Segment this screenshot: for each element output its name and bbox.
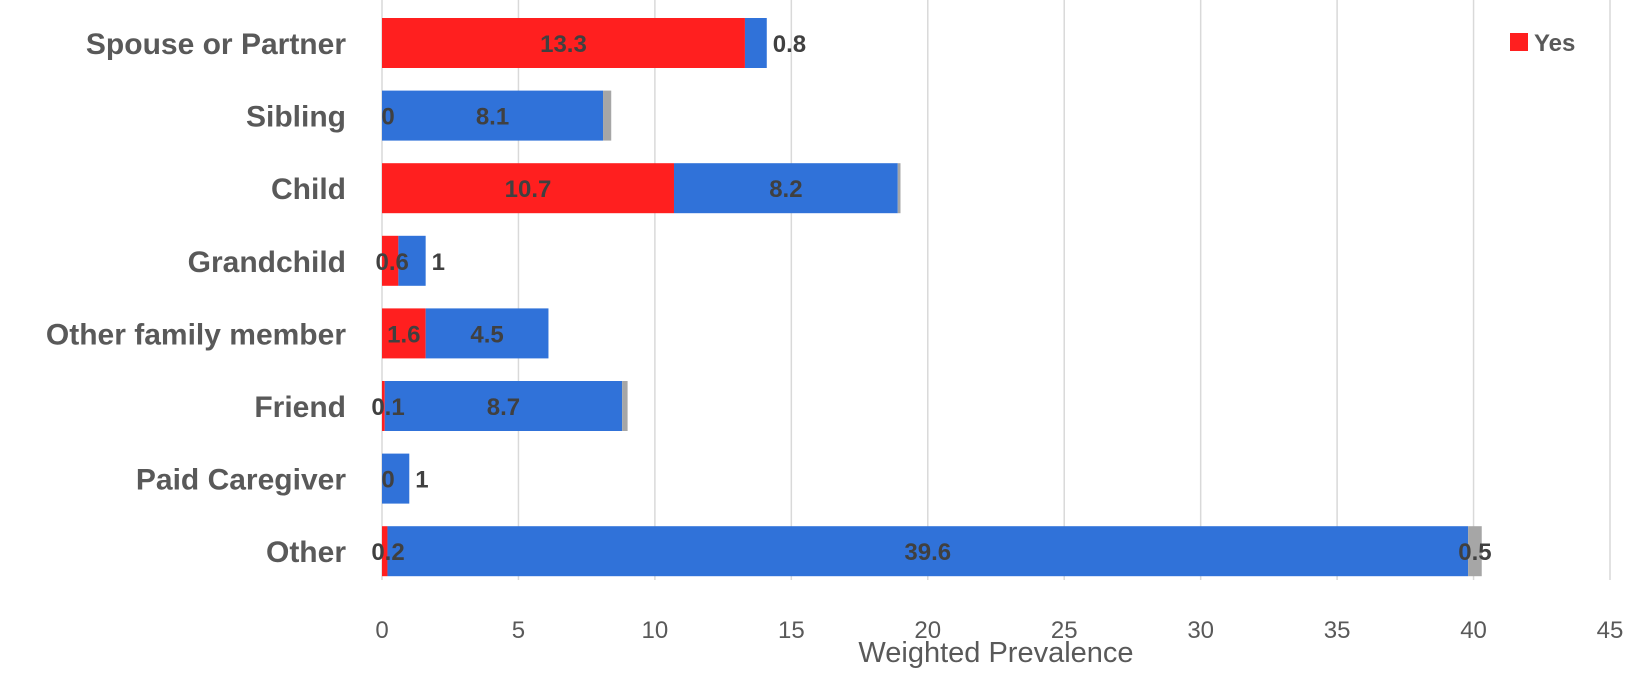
bar-segment-1 (382, 18, 745, 68)
data-label: 0.2 (371, 539, 404, 566)
x-tick-label: 25 (1051, 617, 1078, 644)
x-axis-title: Weighted Prevalence (858, 637, 1133, 669)
x-tick-label: 40 (1460, 617, 1487, 644)
data-label: 1 (415, 467, 428, 494)
bar-segment-1 (382, 381, 385, 431)
x-tick-label: 5 (512, 617, 525, 644)
legend: Yes (1510, 30, 1575, 57)
x-tick-label: 30 (1187, 617, 1214, 644)
data-labels: 13.3 0.80 8.110.7 8.20.6 11.6 4.50.1 8.70 10.2 3… (371, 31, 1491, 566)
data-label: 8.1 (476, 104, 509, 131)
category-label: Spouse or Partner (86, 28, 346, 61)
x-tick-label: 45 (1597, 617, 1624, 644)
bars (382, 18, 1482, 577)
x-tick-labels: 0 5 10 15 20 25 30 35 40 45 (375, 617, 1623, 644)
bar-segment-2 (382, 453, 410, 504)
bar-segment-3 (603, 90, 612, 141)
data-label: 10.7 (505, 176, 552, 203)
bar-segment-3 (1468, 526, 1482, 577)
data-label: 39.6 (904, 539, 951, 566)
bar-segment-2 (673, 163, 898, 214)
x-tick-label: 20 (914, 617, 941, 644)
category-label: Other family member (46, 318, 346, 351)
x-tick-label: 0 (375, 617, 388, 644)
data-label: 0.8 (773, 31, 806, 58)
category-label: Sibling (246, 101, 346, 134)
category-label: Grandchild (188, 246, 346, 279)
data-label: 4.5 (470, 321, 503, 348)
bar-segment-2 (384, 381, 623, 431)
legend-swatch-yes (1510, 33, 1528, 51)
data-label: 1 (432, 249, 445, 276)
x-tick-label: 15 (778, 617, 805, 644)
data-label: 8.2 (769, 176, 802, 203)
x-tick-label: 10 (642, 617, 669, 644)
gridlines (381, 0, 1611, 580)
category-label: Other (266, 536, 346, 569)
bar-segment-1 (382, 163, 674, 214)
data-label: 0.5 (1458, 539, 1491, 566)
bar-segment-2 (387, 526, 1469, 577)
bar-segment-3 (897, 163, 901, 214)
category-labels: Spouse or Partner Sibling Child Grandchild O… (46, 28, 346, 569)
bar-segment-1 (382, 235, 399, 286)
bar-segment-2 (744, 18, 767, 68)
data-label: 0 (381, 467, 394, 494)
bar-segment-2 (382, 90, 604, 141)
category-label: Friend (254, 391, 346, 424)
data-label: 0 (381, 104, 394, 131)
bar-segment-1 (382, 308, 426, 359)
bar-segment-1 (382, 526, 388, 577)
category-label: Paid Caregiver (136, 464, 346, 497)
data-label: 8.7 (487, 394, 520, 421)
bar-segment-2 (398, 235, 426, 286)
legend-label-yes: Yes (1534, 30, 1575, 57)
bar-segment-3 (622, 381, 628, 431)
bar-segment-2 (425, 308, 549, 359)
data-label: 13.3 (540, 31, 587, 58)
data-label: 1.6 (387, 321, 420, 348)
data-label: 0.6 (375, 249, 408, 276)
category-label: Child (271, 173, 346, 206)
x-tick-label: 35 (1324, 617, 1351, 644)
data-label: 0.1 (371, 394, 404, 421)
